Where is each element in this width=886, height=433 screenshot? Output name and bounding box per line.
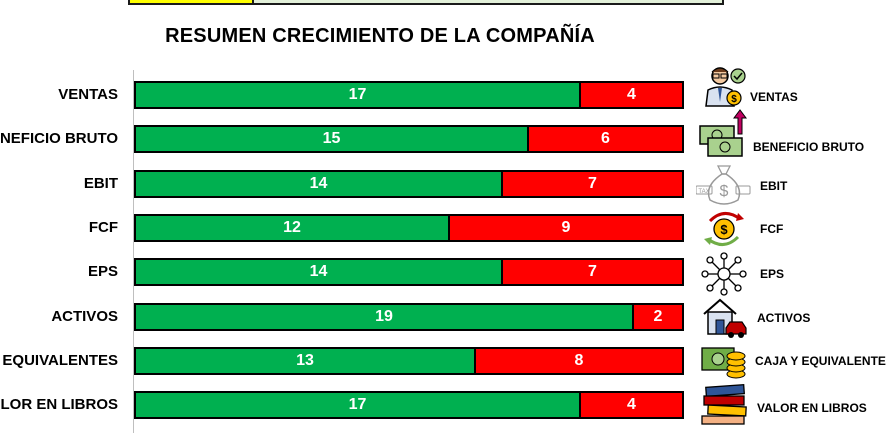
bar-row: 17 4 <box>134 391 684 419</box>
top-table-yellow-cell <box>130 0 254 3</box>
icon-label-ventas: VENTAS <box>750 90 798 104</box>
bar-segment-green: 14 <box>134 258 501 286</box>
bar-row: 15 6 <box>134 125 684 153</box>
bar-segment-red: 8 <box>474 347 684 375</box>
bar-row: 14 7 <box>134 170 684 198</box>
bar-segment-green: 17 <box>134 81 579 109</box>
cash-coins-icon <box>701 347 746 379</box>
network-icon <box>701 252 747 296</box>
bar-segment-green: 17 <box>134 391 579 419</box>
category-label: ACTIVOS <box>51 308 118 325</box>
svg-text:$: $ <box>720 183 729 200</box>
tax-moneybag-icon: $ TAX <box>696 165 751 205</box>
icon-label-valor-en-libros: VALOR EN LIBROS <box>757 401 867 415</box>
top-table-strip <box>128 0 724 5</box>
bar-segment-green: 15 <box>134 125 527 153</box>
cashflow-icon: $ <box>704 212 744 246</box>
bar-row: 19 2 <box>134 303 684 331</box>
house-car-icon <box>703 298 747 338</box>
category-label: EBIT <box>83 175 118 192</box>
bar-row: 13 8 <box>134 347 684 375</box>
bar-row: 14 7 <box>134 258 684 286</box>
category-label: FCF <box>88 219 118 236</box>
bar-segment-green: 19 <box>134 303 632 331</box>
svg-text:$: $ <box>731 94 737 105</box>
icon-label-eps: EPS <box>760 267 785 281</box>
icon-label-caja-y-equivalentes: CAJA Y EQUIVALENTES <box>755 354 886 368</box>
category-axis-line <box>133 70 134 433</box>
chart-title: RESUMEN CRECIMIENTO DE LA COMPAÑÍA <box>165 25 595 47</box>
icon-label-activos: ACTIVOS <box>757 311 811 325</box>
category-label: EPS <box>87 263 118 280</box>
icon-label-fcf: FCF <box>760 222 784 236</box>
category-label: VENTAS <box>58 86 118 103</box>
money-growth-icon <box>699 109 747 157</box>
bar-segment-green: 12 <box>134 214 448 242</box>
books-icon <box>701 383 747 425</box>
bar-segment-green: 13 <box>134 347 474 375</box>
bar-segment-red: 2 <box>632 303 684 331</box>
category-label: EQUIVALENTES <box>2 352 118 369</box>
bar-segment-red: 4 <box>579 391 684 419</box>
bar-segment-red: 7 <box>501 170 684 198</box>
salesman-icon: $ <box>705 67 746 107</box>
svg-text:$: $ <box>720 222 728 237</box>
category-label: NEFICIO BRUTO <box>0 130 118 147</box>
icon-label-ebit: EBIT <box>760 179 788 193</box>
bar-row: 12 9 <box>134 214 684 242</box>
bar-segment-red: 7 <box>501 258 684 286</box>
category-label: LOR EN LIBROS <box>0 396 118 413</box>
bar-segment-red: 4 <box>579 81 684 109</box>
bar-segment-green: 14 <box>134 170 501 198</box>
bar-row: 17 4 <box>134 81 684 109</box>
bar-segment-red: 6 <box>527 125 684 153</box>
svg-text:TAX: TAX <box>698 189 709 195</box>
bar-segment-red: 9 <box>448 214 684 242</box>
icon-label-beneficio-bruto: BENEFICIO BRUTO <box>753 140 865 154</box>
